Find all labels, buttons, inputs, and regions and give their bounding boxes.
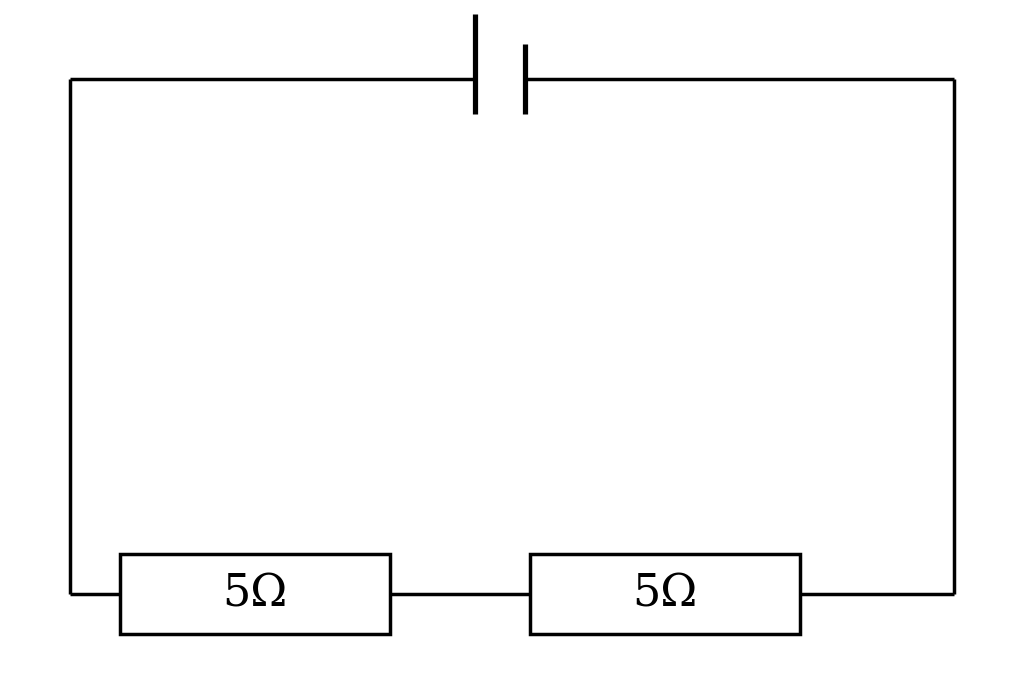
Bar xyxy=(530,554,800,634)
Text: 5Ω: 5Ω xyxy=(633,573,697,615)
Bar xyxy=(120,554,390,634)
Text: 5Ω: 5Ω xyxy=(222,573,288,615)
